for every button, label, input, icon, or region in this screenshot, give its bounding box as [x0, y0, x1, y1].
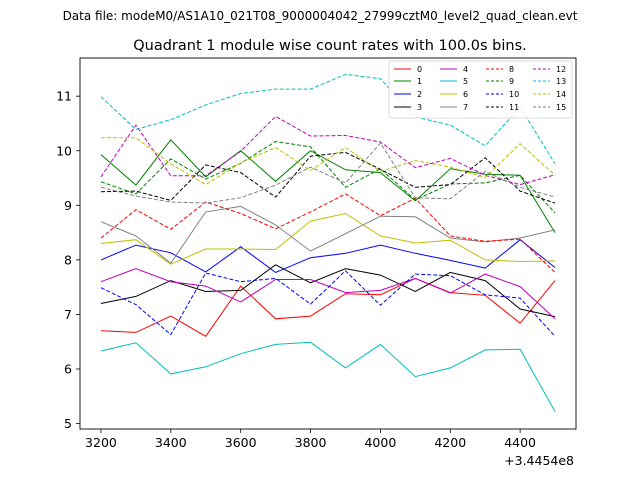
legend-label-2: 2	[417, 90, 422, 99]
legend-label-12: 12	[556, 65, 566, 74]
series-line-13	[100, 73, 556, 165]
series-line-10	[100, 270, 556, 337]
y-tick-label: 11	[56, 89, 72, 104]
y-tick-label: 8	[64, 252, 72, 267]
series-line-6	[100, 212, 556, 265]
series-line-1	[100, 139, 556, 233]
chart-title: Quadrant 1 module wise count rates with …	[133, 38, 527, 54]
x-tick-label: 3400	[155, 435, 187, 450]
legend-label-11: 11	[509, 103, 519, 112]
series-line-9	[100, 140, 556, 214]
legend-label-10: 10	[509, 90, 519, 99]
x-tick-label: 3200	[85, 435, 117, 450]
legend-label-4: 4	[463, 65, 468, 74]
series-line-4	[100, 268, 556, 320]
legend-label-15: 15	[556, 103, 566, 112]
legend-frame	[388, 60, 573, 119]
x-offset-label: +3.4454e8	[504, 453, 574, 468]
y-tick-label: 7	[64, 307, 72, 322]
legend-label-5: 5	[463, 77, 468, 86]
y-tick-label: 5	[64, 416, 72, 431]
legend-label-9: 9	[509, 77, 514, 86]
y-tick-label: 6	[64, 361, 72, 376]
plot-frame	[79, 57, 577, 430]
x-tick-label: 4200	[434, 435, 466, 450]
series-line-8	[100, 193, 556, 273]
series-line-15	[100, 142, 556, 204]
legend-label-14: 14	[556, 90, 566, 99]
series-line-7	[100, 205, 556, 264]
series-line-5	[100, 341, 556, 412]
x-tick-label: 4400	[504, 435, 536, 450]
legend-label-13: 13	[556, 77, 566, 86]
x-axis: 3200 3400 3600 3800 4000 4200 4400	[85, 429, 536, 450]
series-line-2	[100, 239, 556, 273]
legend-label-8: 8	[509, 65, 514, 74]
series-line-0	[100, 277, 556, 337]
legend-label-0: 0	[417, 65, 422, 74]
plot-series-layer	[100, 73, 556, 412]
y-tick-label: 9	[64, 198, 72, 213]
series-line-11	[100, 151, 556, 204]
x-tick-label: 3800	[295, 435, 327, 450]
legend-label-3: 3	[417, 103, 422, 112]
legend-label-7: 7	[463, 103, 468, 112]
legend-label-1: 1	[417, 77, 422, 86]
legend-label-6: 6	[463, 90, 468, 99]
y-axis: 5 6 7 8 9 10 11	[56, 89, 80, 431]
series-line-12	[100, 115, 556, 186]
figure-suptitle: Data file: modeM0/AS1A10_021T08_90000040…	[63, 9, 578, 23]
x-tick-label: 4000	[364, 435, 396, 450]
x-tick-label: 3600	[225, 435, 257, 450]
y-tick-label: 10	[56, 143, 72, 158]
